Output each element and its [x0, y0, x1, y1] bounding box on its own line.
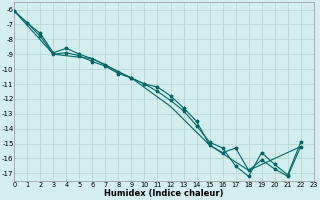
X-axis label: Humidex (Indice chaleur): Humidex (Indice chaleur): [104, 189, 224, 198]
